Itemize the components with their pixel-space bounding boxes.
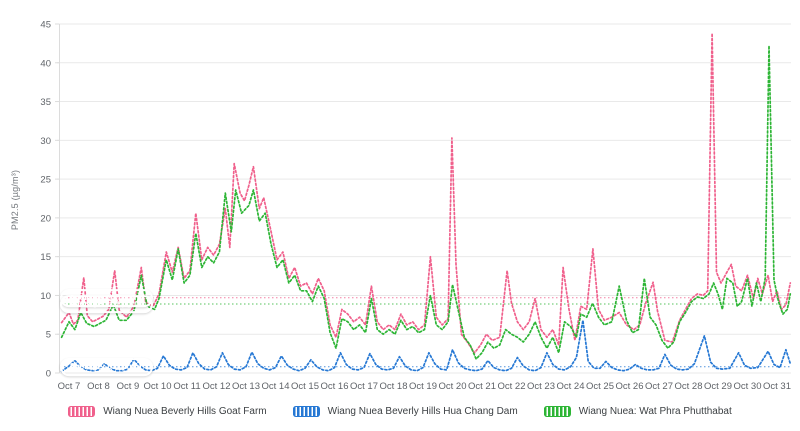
x-tick-label: Oct 8 [87,381,110,392]
y-axis-title: PM2.5 (µg/m³) [10,169,20,231]
y-tick-label: 15 [40,252,51,263]
x-tick-label: Oct 10 [144,381,172,392]
average-badge-hua-chang-dam: Average: 0.8 µg/m³ [60,357,154,376]
chart-legend: Wiang Nuea Beverly Hills Goat Farm Wiang… [0,401,800,421]
legend-item-hua-chang-dam[interactable]: Wiang Nuea Beverly Hills Hua Chang Dam [292,405,518,417]
x-tick-label: Oct 24 [557,381,585,392]
y-tick-label: 25 [40,175,51,186]
x-tick-label: Oct 28 [675,381,703,392]
x-tick-label: Oct 21 [468,381,496,392]
x-tick-label: Oct 25 [586,381,614,392]
x-tick-label: Oct 14 [262,381,290,392]
x-tick-label: Oct 20 [439,381,467,392]
legend-swatch-pink [68,405,96,417]
x-tick-label: Oct 22 [498,381,526,392]
x-tick-label: Oct 16 [321,381,349,392]
series-line-1 [60,319,792,373]
y-tick-label: 45 [40,20,51,31]
series-line-0 [60,32,792,354]
x-tick-label: Oct 26 [616,381,644,392]
x-tick-label: Oct 15 [291,381,319,392]
y-tick-label: 0 [46,369,51,380]
x-tick-label: Oct 17 [350,381,378,392]
legend-swatch-green [543,405,571,417]
x-tick-label: Oct 30 [734,381,762,392]
y-tick-label: 30 [40,136,51,147]
legend-label-goat-farm: Wiang Nuea Beverly Hills Goat Farm [103,405,267,417]
series-line-2 [60,44,792,360]
legend-label-hua-chang-dam: Wiang Nuea Beverly Hills Hua Chang Dam [327,405,518,417]
legend-item-wat-phra[interactable]: Wiang Nuea: Wat Phra Phutthabat [543,405,732,417]
legend-item-goat-farm[interactable]: Wiang Nuea Beverly Hills Goat Farm [68,405,267,417]
legend-swatch-blue [292,405,320,417]
x-tick-label: Oct 12 [203,381,231,392]
y-tick-label: 35 [40,97,51,108]
x-tick-label: Oct 7 [58,381,81,392]
y-tick-label: 5 [46,330,51,341]
x-tick-label: Oct 13 [232,381,260,392]
y-tick-label: 10 [40,291,51,302]
x-tick-label: Oct 9 [117,381,140,392]
legend-label-wat-phra: Wiang Nuea: Wat Phra Phutthabat [578,405,732,417]
x-tick-label: Oct 23 [527,381,555,392]
average-badge-wat-phra: Average: 8.9 µg/m³ [60,295,154,313]
x-tick-label: Oct 19 [409,381,437,392]
x-tick-label: Oct 29 [704,381,732,392]
y-tick-label: 20 [40,213,51,224]
x-tick-label: Oct 18 [380,381,408,392]
x-tick-label: Oct 11 [173,381,200,392]
x-tick-label: Oct 31 [763,381,791,392]
x-tick-label: Oct 27 [645,381,673,392]
y-tick-label: 40 [40,58,51,69]
